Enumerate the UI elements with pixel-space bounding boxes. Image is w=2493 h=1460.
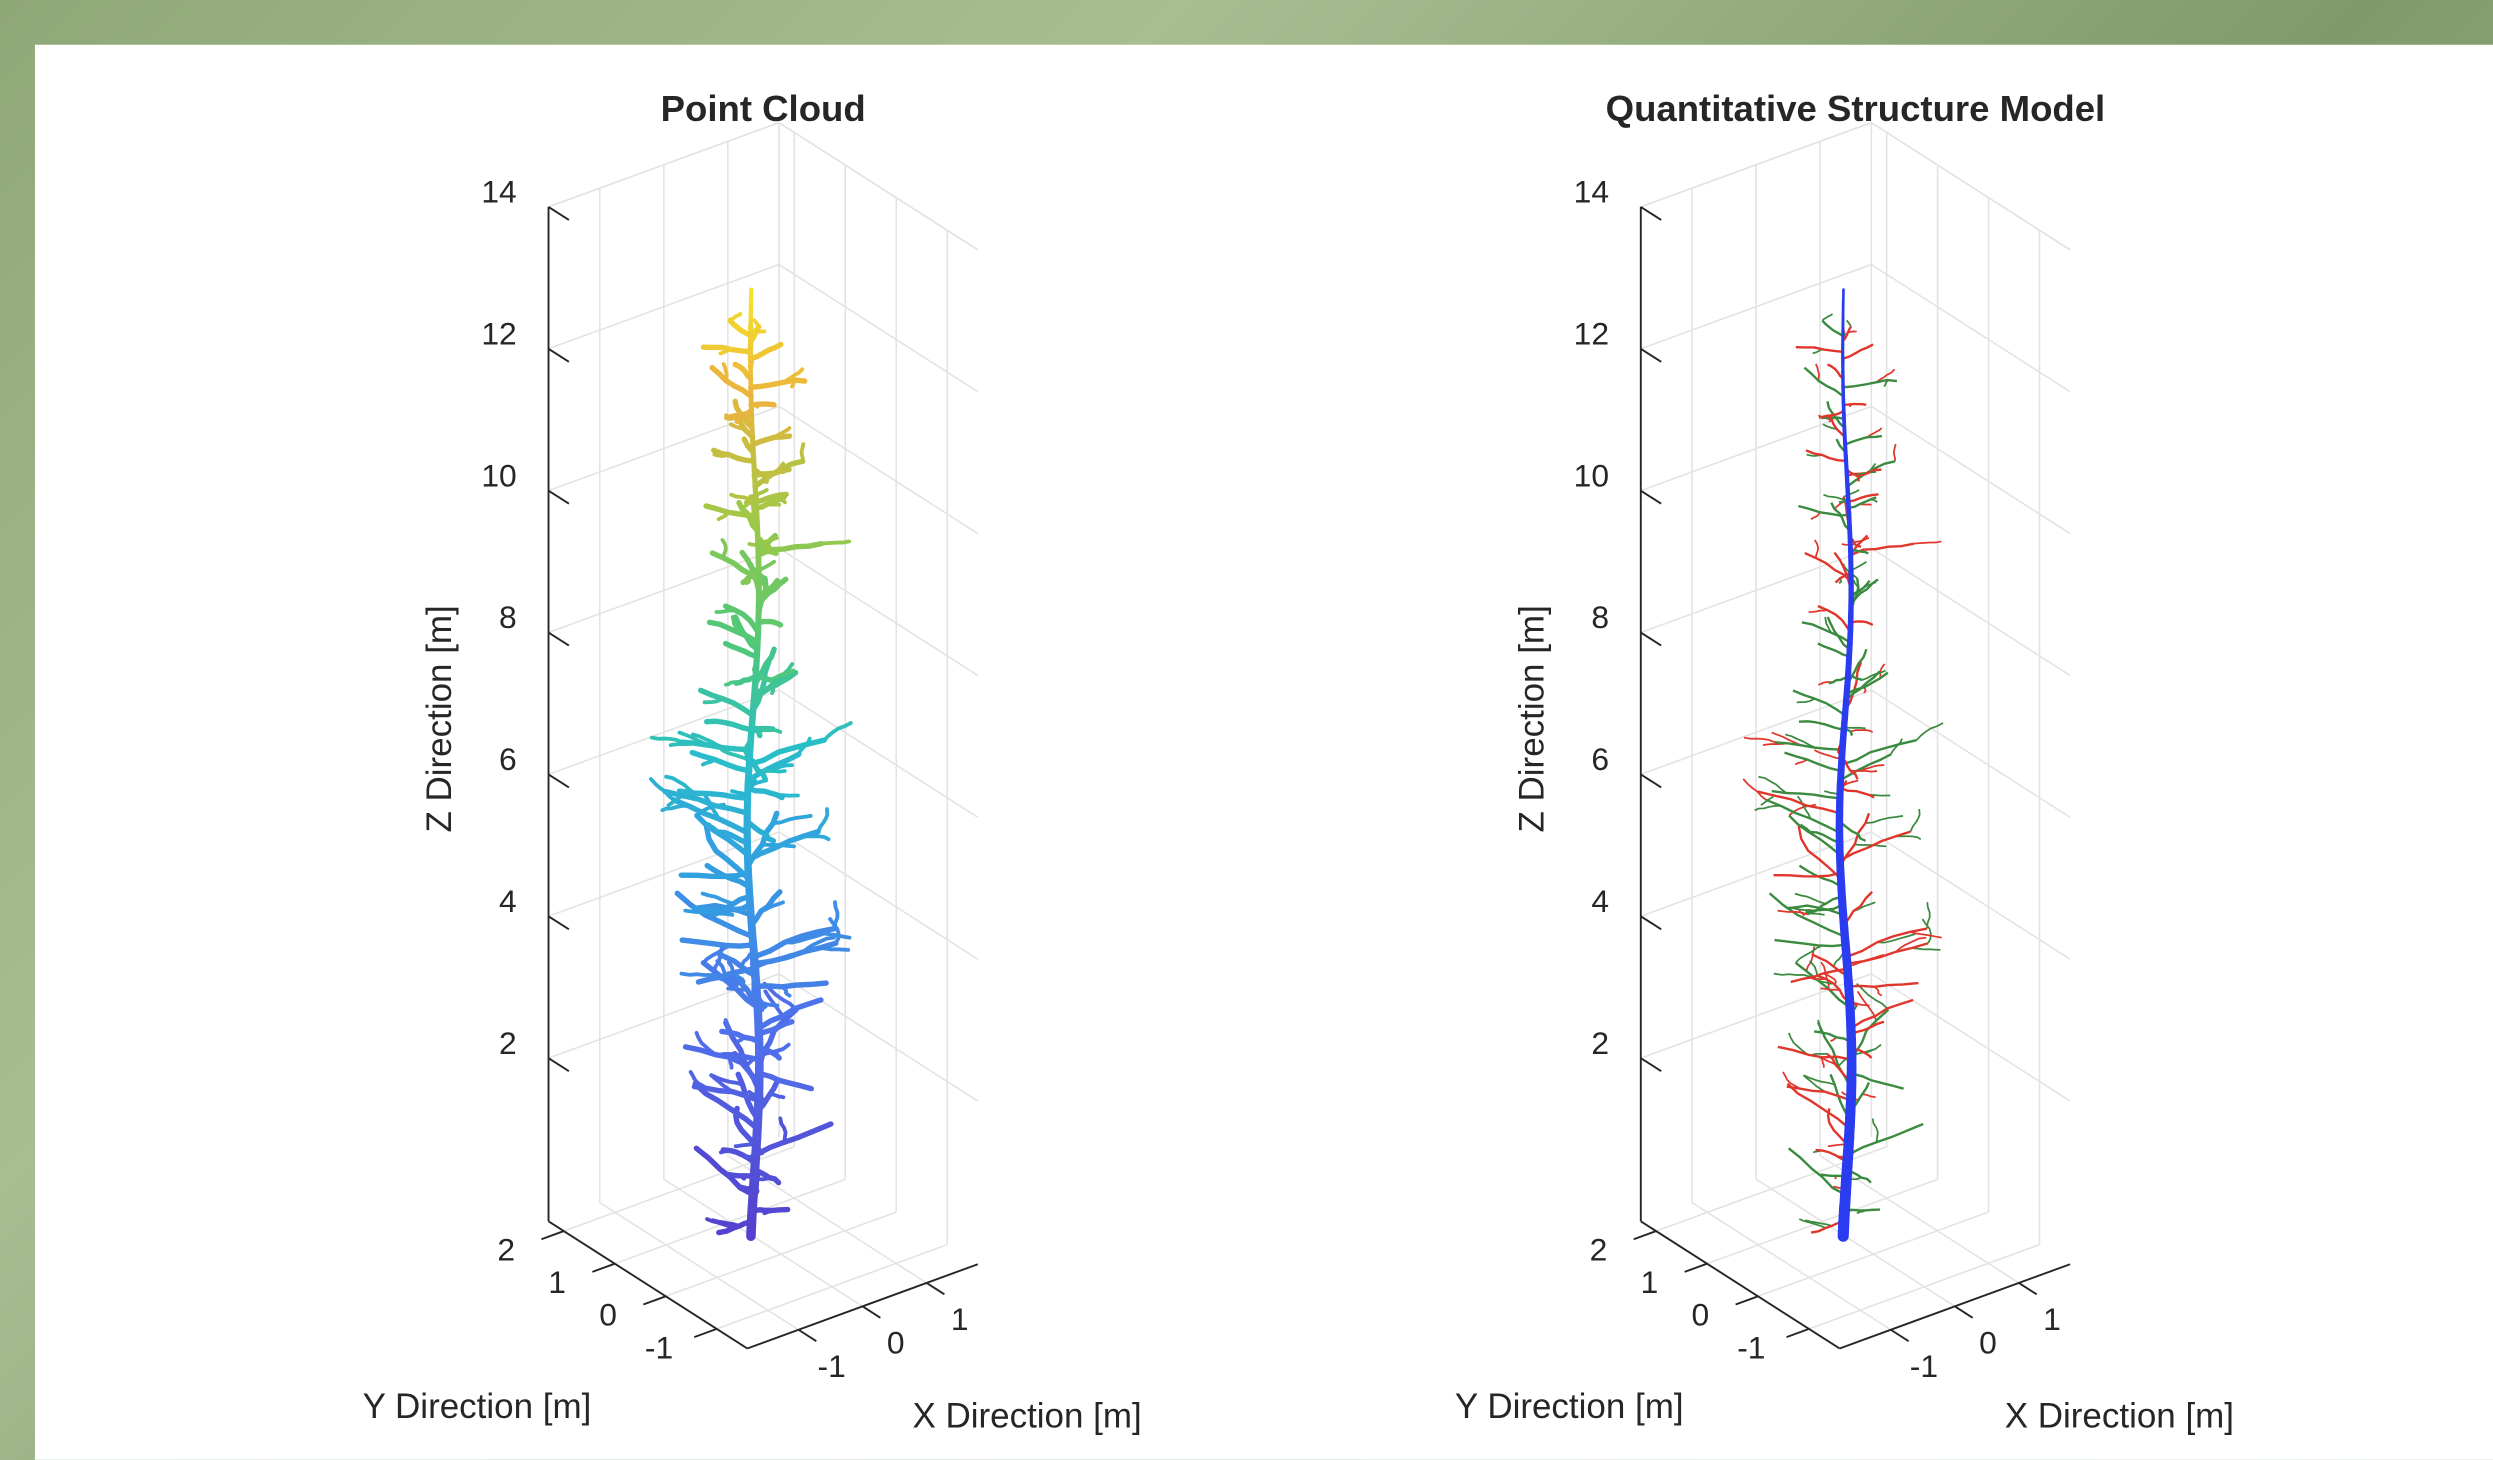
z-tick-label: 4 xyxy=(1591,883,1609,919)
y-axis-label: Y Direction [m] xyxy=(1455,1387,1684,1426)
chart-title: Point Cloud xyxy=(661,88,866,129)
x-axis-label: X Direction [m] xyxy=(912,1397,1141,1436)
y-tick-label: 0 xyxy=(1692,1297,1710,1333)
branch-points xyxy=(752,1210,787,1211)
z-tick-label: 12 xyxy=(481,315,516,351)
z-axis-label: Z Direction [m] xyxy=(420,605,459,832)
z-tick-label: 6 xyxy=(499,741,517,777)
x-tick-label: 0 xyxy=(887,1324,905,1360)
figure: 2468101214-1012-101Point CloudZ Directio… xyxy=(0,0,2493,1460)
y-tick-label: 2 xyxy=(497,1232,515,1268)
z-tick-label: 14 xyxy=(481,174,516,210)
x-axis-label: X Direction [m] xyxy=(2005,1397,2234,1436)
z-axis-label: Z Direction [m] xyxy=(1513,605,1552,832)
branch-cylinder xyxy=(1844,727,1865,728)
x-tick-label: -1 xyxy=(817,1348,845,1384)
trunk-cylinder xyxy=(1847,469,1848,483)
branch-points xyxy=(822,541,850,543)
branch-points xyxy=(751,404,774,405)
trunk-cylinder xyxy=(1844,427,1845,441)
z-tick-label: 2 xyxy=(499,1025,517,1061)
trunk-cylinder xyxy=(1847,484,1848,498)
z-tick-label: 14 xyxy=(1574,174,1609,210)
y-tick-label: -1 xyxy=(1737,1329,1765,1365)
z-tick-label: 6 xyxy=(1591,741,1609,777)
branch-cylinder xyxy=(1843,404,1866,405)
x-tick-label: 1 xyxy=(951,1301,969,1337)
z-tick-label: 4 xyxy=(499,883,517,919)
z-tick-label: 12 xyxy=(1574,315,1609,351)
branch-points xyxy=(758,730,780,732)
y-tick-label: 2 xyxy=(1590,1232,1608,1268)
x-tick-label: 1 xyxy=(2043,1301,2061,1337)
figure-panel xyxy=(35,45,2493,1460)
x-tick-label: 0 xyxy=(1979,1324,1997,1360)
z-tick-label: 10 xyxy=(1574,457,1609,493)
branch-cylinder xyxy=(1850,771,1877,772)
trunk-cylinder xyxy=(1846,455,1847,469)
y-tick-label: -1 xyxy=(645,1329,673,1365)
y-axis-label: Y Direction [m] xyxy=(363,1387,592,1426)
z-tick-label: 8 xyxy=(1591,599,1609,635)
z-tick-label: 8 xyxy=(499,599,517,635)
y-tick-label: 1 xyxy=(1641,1264,1659,1300)
z-tick-label: 10 xyxy=(481,457,516,493)
y-tick-label: 0 xyxy=(599,1297,617,1333)
page: 2468101214-1012-101Point CloudZ Directio… xyxy=(0,0,2493,1460)
y-tick-label: 1 xyxy=(548,1264,566,1300)
z-tick-label: 2 xyxy=(1591,1025,1609,1061)
branch-points xyxy=(756,983,826,987)
x-tick-label: -1 xyxy=(1910,1348,1938,1384)
trunk-cylinder xyxy=(1845,441,1846,455)
chart-title: Quantitative Structure Model xyxy=(1606,88,2106,129)
branch-cylinder xyxy=(1821,418,1843,419)
